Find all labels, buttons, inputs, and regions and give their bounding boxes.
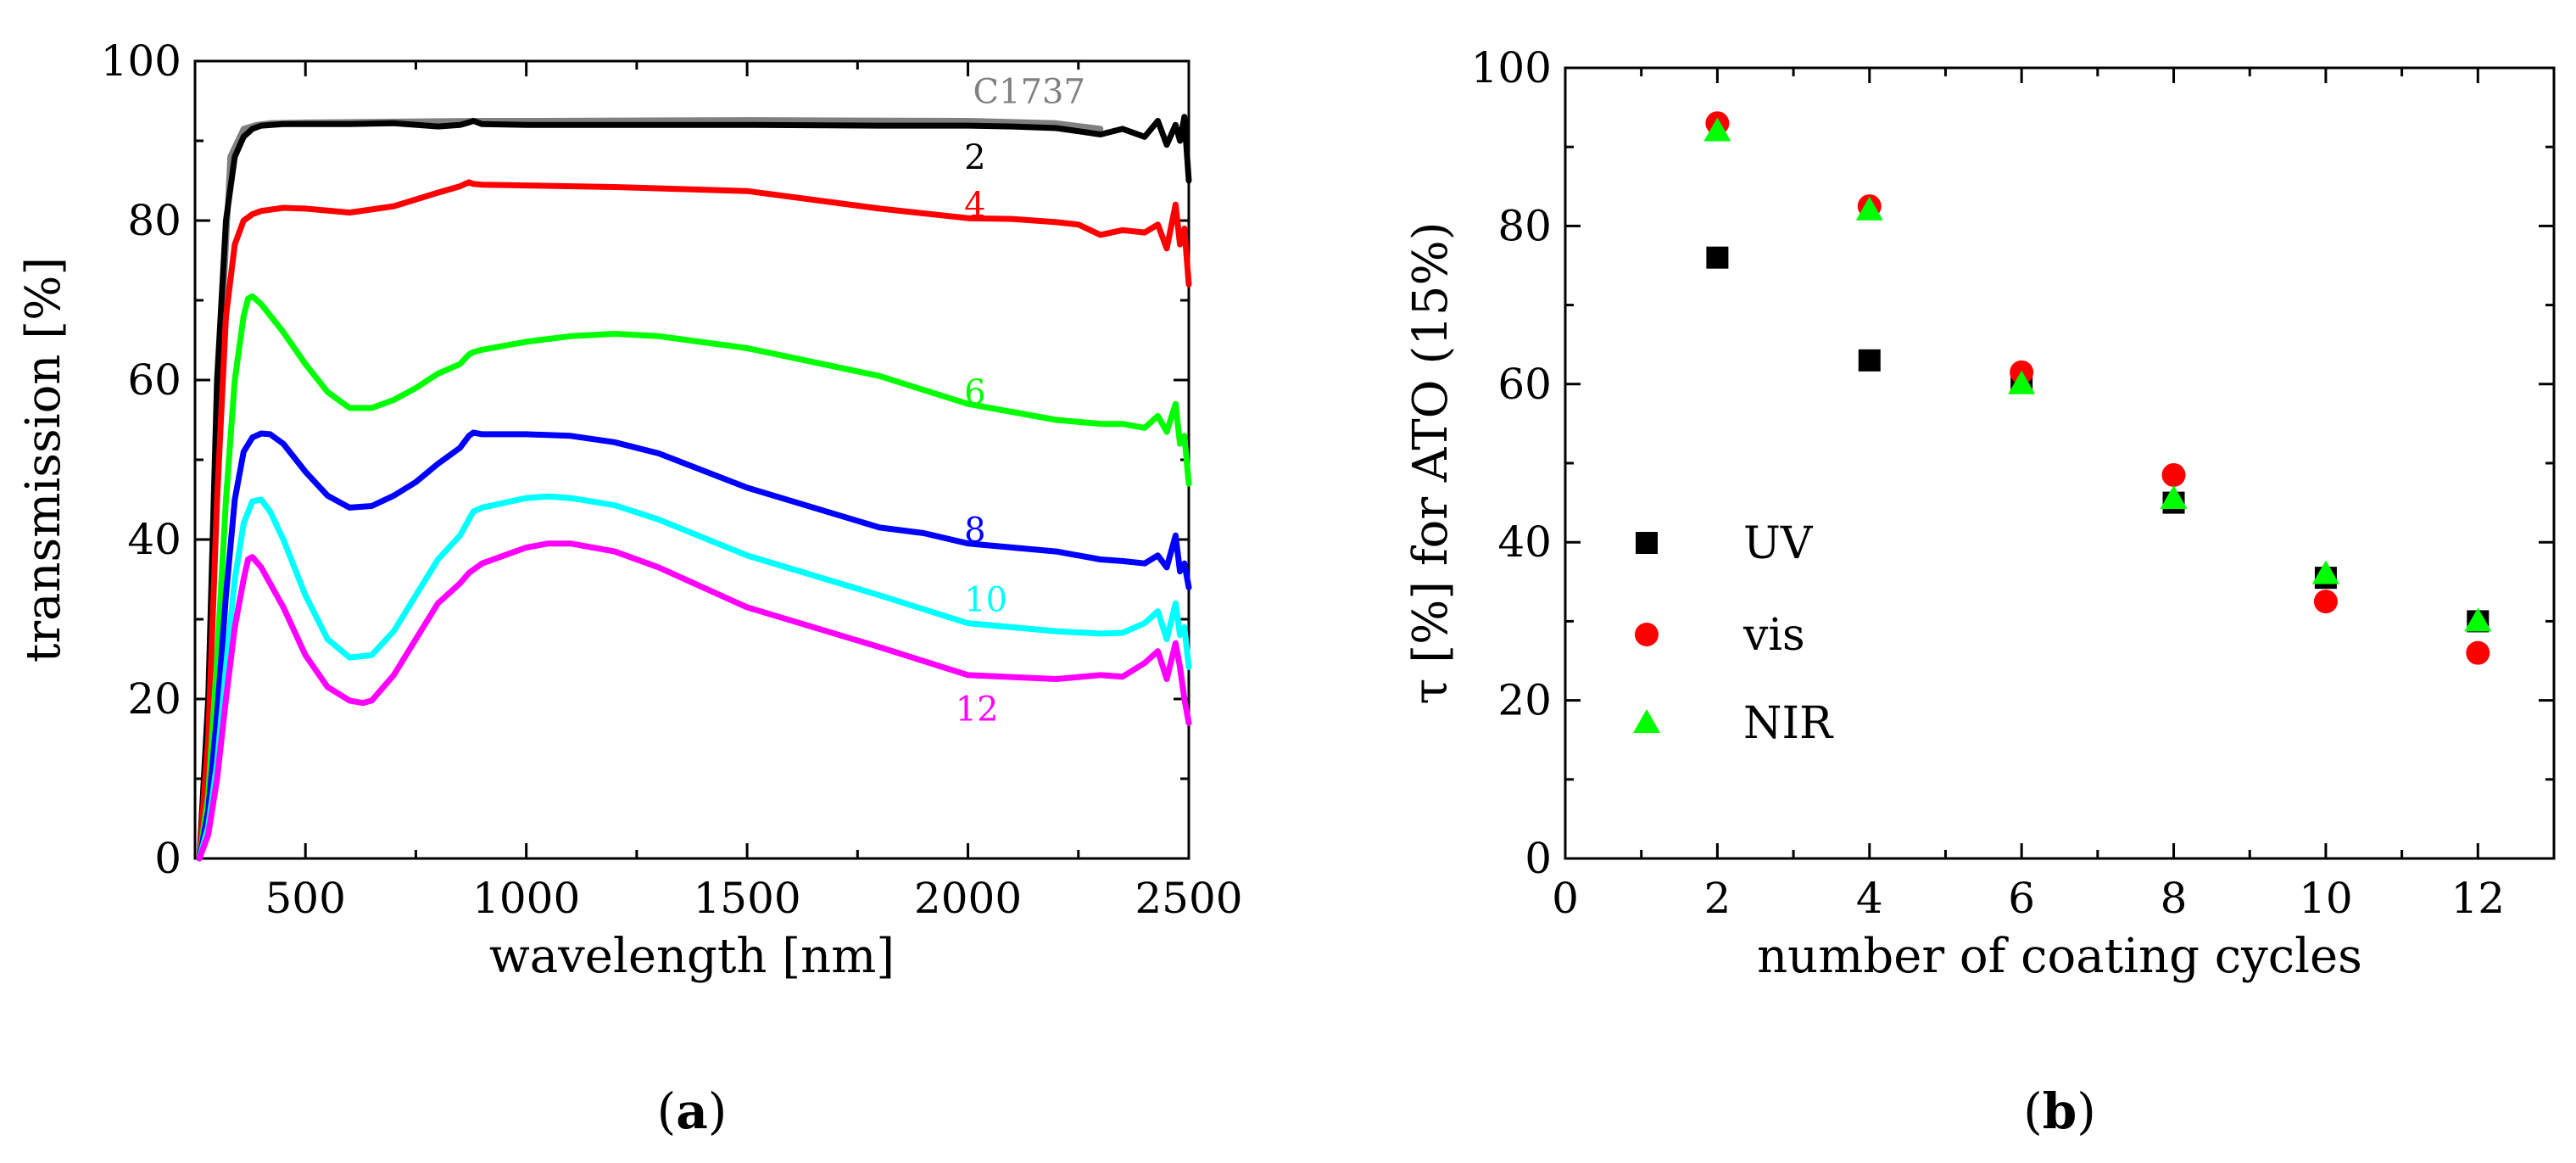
- legend-marker-uv: [1636, 532, 1658, 554]
- series-line-4: [196, 179, 1192, 862]
- legend-marker-vis: [1635, 623, 1659, 646]
- legend: UV vis NIR: [1633, 518, 1834, 749]
- curve-label: 12: [956, 690, 999, 729]
- x-tick-label: 10: [2299, 874, 2353, 923]
- y-tick-label: 100: [101, 36, 181, 86]
- legend-label: vis: [1742, 610, 1805, 661]
- legend-label: NIR: [1743, 698, 1834, 749]
- y-tick-label: 80: [127, 196, 181, 245]
- x-tick-label: 1000: [472, 874, 580, 923]
- x-axis: 0 2 4 6 8 10 12: [1552, 68, 2556, 923]
- series-vis: [1705, 111, 2490, 665]
- panel-label: (b): [2023, 1082, 2096, 1140]
- y-tick-label: 40: [1497, 517, 1552, 567]
- y-axis: 0 20 40 60 80 100: [1471, 43, 2554, 883]
- x-axis: 500 1000 1500 2000 2500: [193, 61, 1243, 923]
- data-point-nir: [1855, 196, 1883, 221]
- panel-letter: a: [676, 1082, 708, 1140]
- x-tick-label: 2000: [914, 874, 1022, 923]
- data-point-vis: [2161, 462, 2186, 487]
- curve-label: 8: [964, 512, 985, 551]
- plot-frame: [1564, 66, 2556, 860]
- x-tick-label: 2500: [1135, 874, 1242, 923]
- x-tick-label: 8: [2161, 874, 2188, 923]
- x-tick-label: 4: [1856, 874, 1883, 923]
- series-line-12: [196, 540, 1192, 862]
- plot-area: [1703, 111, 2492, 665]
- x-axis-title: wavelength [nm]: [489, 929, 895, 984]
- x-tick-label: 1500: [693, 874, 800, 923]
- x-axis-title: number of coating cycles: [1757, 929, 2362, 984]
- y-tick-label: 60: [127, 355, 181, 405]
- data-point-uv: [1706, 246, 1729, 269]
- data-point-nir: [2160, 484, 2188, 509]
- series-line-8: [196, 429, 1192, 862]
- x-tick-label: 12: [2451, 874, 2505, 923]
- y-tick-label: 0: [1525, 834, 1552, 883]
- x-tick-label: 500: [265, 874, 346, 923]
- curve-label: 2: [964, 138, 985, 177]
- data-point-vis: [2466, 640, 2490, 665]
- legend-label: UV: [1743, 518, 1814, 569]
- y-tick-label: 0: [154, 834, 181, 883]
- y-axis-title: τ [%] for ATO (15%): [1403, 221, 1458, 704]
- panel-label: (a): [657, 1082, 728, 1140]
- legend-marker-nir: [1633, 709, 1660, 733]
- curve-label: 6: [964, 373, 985, 412]
- data-point-nir: [2008, 370, 2036, 394]
- data-point-nir: [1703, 117, 1731, 142]
- y-tick-label: 100: [1471, 43, 1552, 92]
- x-tick-label: 0: [1552, 874, 1579, 923]
- series-uv: [1706, 246, 2490, 633]
- curve-label: C1737: [973, 73, 1085, 112]
- plot-frame: [193, 59, 1190, 860]
- panel-b-chart: 0 2 4 6 8 10 12 0 20 40 60 80 100 number of coating c…: [1403, 43, 2556, 1140]
- y-tick-label: 20: [1497, 676, 1552, 725]
- data-point-uv: [1858, 349, 1881, 372]
- y-tick-label: 60: [1497, 360, 1552, 409]
- panel-a-chart: 500 1000 1500 2000 2500 0 20 40 60 80 100 wavelengt…: [16, 36, 1243, 1140]
- y-tick-label: 80: [1497, 201, 1552, 250]
- data-point-vis: [2313, 590, 2338, 614]
- curve-label: 4: [964, 186, 985, 225]
- data-point-nir: [2311, 560, 2339, 584]
- y-axis: 0 20 40 60 80 100: [101, 36, 1189, 883]
- y-tick-label: 40: [127, 515, 181, 564]
- series-nir: [1703, 117, 2492, 632]
- curve-label: 10: [964, 581, 1007, 620]
- x-tick-label: 2: [1703, 874, 1731, 923]
- y-axis-title: transmission [%]: [16, 257, 71, 663]
- series-line-2: [196, 114, 1192, 862]
- plot-area: C1737 2 4 6 8 10 12: [196, 73, 1192, 862]
- data-point-nir: [2464, 607, 2492, 632]
- x-tick-label: 6: [2008, 874, 2035, 923]
- panel-letter: b: [2043, 1082, 2077, 1140]
- series-line-10: [196, 493, 1192, 862]
- series-line-6: [196, 293, 1192, 862]
- y-tick-label: 20: [127, 674, 181, 724]
